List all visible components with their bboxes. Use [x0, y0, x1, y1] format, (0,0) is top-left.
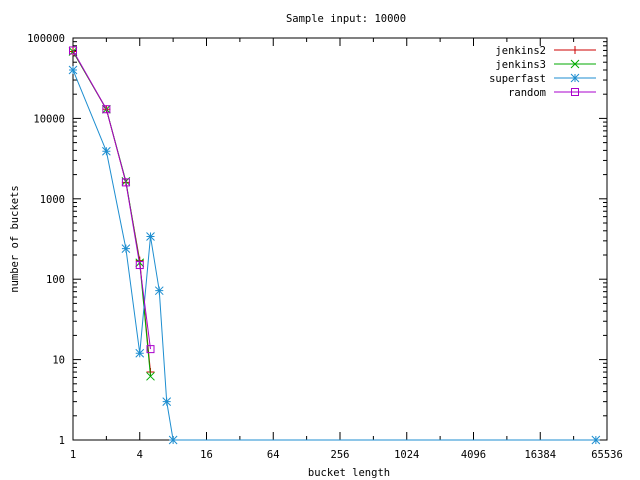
legend-marker-random	[571, 88, 579, 96]
legend-marker-superfast	[570, 73, 580, 83]
legend-marker-jenkins2	[571, 46, 579, 54]
x-tick-label: 256	[331, 449, 350, 461]
x-axis-label: bucket length	[308, 467, 390, 479]
x-tick-label: 4096	[461, 449, 486, 461]
data-point-random	[69, 46, 77, 55]
data-point-superfast	[102, 146, 111, 156]
data-point-superfast	[68, 65, 78, 75]
legend-label-random: random	[508, 87, 546, 99]
legend-marker-jenkins3	[570, 59, 580, 69]
y-axis: 1 10 100 1000 10000 100000	[27, 33, 607, 447]
series-line-superfast	[72, 69, 596, 441]
y-tick-label: 10000	[33, 113, 65, 125]
series-line-random	[72, 50, 151, 350]
y-axis-label: number of buckets	[9, 185, 21, 292]
x-axis: 1 4 16 64 256 1024 4096 16384 65536	[70, 38, 623, 461]
data-point-superfast	[146, 232, 155, 241]
data-point-random	[135, 261, 144, 270]
data-point-superfast	[162, 397, 172, 406]
data-point-random	[121, 178, 130, 187]
data-point-superfast	[121, 244, 131, 253]
data-point-random	[102, 105, 111, 114]
x-tick-label: 1	[70, 449, 76, 461]
series-jenkins2	[69, 47, 155, 377]
x-tick-label: 4	[137, 449, 143, 461]
y-tick-label: 100000	[27, 33, 65, 45]
data-point-superfast	[591, 435, 601, 445]
x-tick-label: 16384	[524, 449, 556, 461]
data-point-random	[146, 345, 155, 354]
legend-label-jenkins2: jenkins2	[495, 45, 546, 57]
x-tick-label: 64	[267, 449, 280, 461]
y-tick-label: 100	[46, 274, 65, 286]
series-superfast	[68, 65, 601, 445]
y-tick-label: 1000	[40, 194, 65, 206]
x-tick-label: 16	[200, 449, 213, 461]
x-tick-label: 1024	[394, 449, 419, 461]
legend: jenkins2 jenkins3 superfast random	[489, 45, 596, 99]
chart-title: Sample input: 10000	[286, 13, 406, 25]
series-random	[69, 46, 155, 354]
legend-label-jenkins3: jenkins3	[495, 59, 546, 71]
series-layer	[68, 46, 601, 445]
x-tick-label: 65536	[591, 449, 623, 461]
y-tick-label: 10	[52, 355, 65, 367]
data-point-superfast	[154, 286, 164, 296]
data-point-superfast	[168, 435, 178, 445]
data-point-jenkins3	[146, 371, 155, 381]
series-line-jenkins3	[72, 51, 151, 377]
y-tick-label: 1	[59, 435, 65, 447]
data-point-superfast	[135, 348, 145, 358]
legend-label-superfast: superfast	[489, 73, 546, 85]
